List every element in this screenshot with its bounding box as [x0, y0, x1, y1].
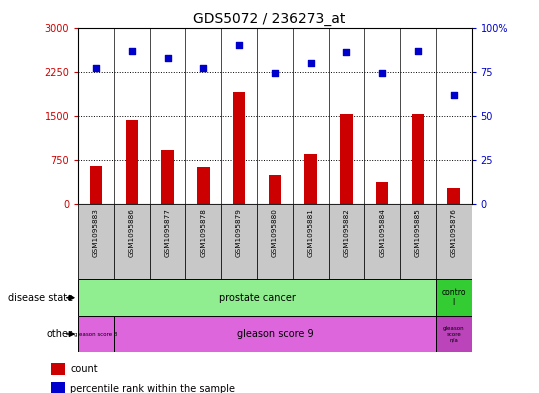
Text: GSM1095877: GSM1095877 — [164, 208, 170, 257]
Text: GSM1095886: GSM1095886 — [129, 208, 135, 257]
Bar — [436, 316, 472, 352]
Bar — [150, 204, 185, 279]
Bar — [412, 114, 424, 204]
Text: GSM1095884: GSM1095884 — [379, 208, 385, 257]
Bar — [221, 204, 257, 279]
Text: gleason score 9: gleason score 9 — [237, 329, 313, 339]
Bar — [305, 154, 317, 204]
Bar — [114, 204, 150, 279]
Point — [378, 70, 386, 77]
Text: contro
l: contro l — [441, 288, 466, 307]
Point — [342, 49, 351, 55]
Text: GSM1095880: GSM1095880 — [272, 208, 278, 257]
Bar — [436, 279, 472, 316]
Bar — [364, 204, 400, 279]
Text: count: count — [70, 364, 98, 374]
Bar — [114, 316, 436, 352]
Text: gleason score 8: gleason score 8 — [74, 332, 118, 336]
Text: gleason
score
n/a: gleason score n/a — [443, 326, 465, 342]
Text: GSM1095876: GSM1095876 — [451, 208, 457, 257]
Point — [235, 42, 244, 48]
Bar — [233, 92, 245, 204]
Bar — [340, 114, 353, 204]
Bar — [90, 166, 102, 204]
Text: GSM1095878: GSM1095878 — [201, 208, 206, 257]
Point — [199, 65, 208, 71]
Point — [271, 70, 279, 77]
Bar — [197, 167, 210, 204]
Bar — [78, 316, 114, 352]
Bar — [126, 120, 138, 204]
Point — [450, 92, 458, 98]
Bar — [268, 175, 281, 204]
Bar — [376, 182, 389, 204]
Bar — [293, 204, 329, 279]
Bar — [447, 188, 460, 204]
Text: GSM1095881: GSM1095881 — [308, 208, 314, 257]
Point — [128, 47, 136, 53]
Point — [413, 47, 422, 53]
Bar — [78, 204, 114, 279]
Text: prostate cancer: prostate cancer — [219, 293, 295, 303]
Bar — [400, 204, 436, 279]
Text: disease state: disease state — [8, 293, 73, 303]
Bar — [257, 204, 293, 279]
Bar — [161, 150, 174, 204]
Bar — [329, 204, 364, 279]
Text: GSM1095885: GSM1095885 — [415, 208, 421, 257]
Text: percentile rank within the sample: percentile rank within the sample — [70, 384, 235, 393]
Text: GSM1095883: GSM1095883 — [93, 208, 99, 257]
Text: other: other — [47, 329, 73, 339]
Text: GSM1095882: GSM1095882 — [343, 208, 349, 257]
Text: GSM1095879: GSM1095879 — [236, 208, 242, 257]
Point — [163, 54, 172, 61]
Point — [92, 65, 100, 71]
Text: GDS5072 / 236273_at: GDS5072 / 236273_at — [194, 12, 345, 26]
Bar — [185, 204, 221, 279]
Point — [306, 60, 315, 66]
Bar — [436, 204, 472, 279]
